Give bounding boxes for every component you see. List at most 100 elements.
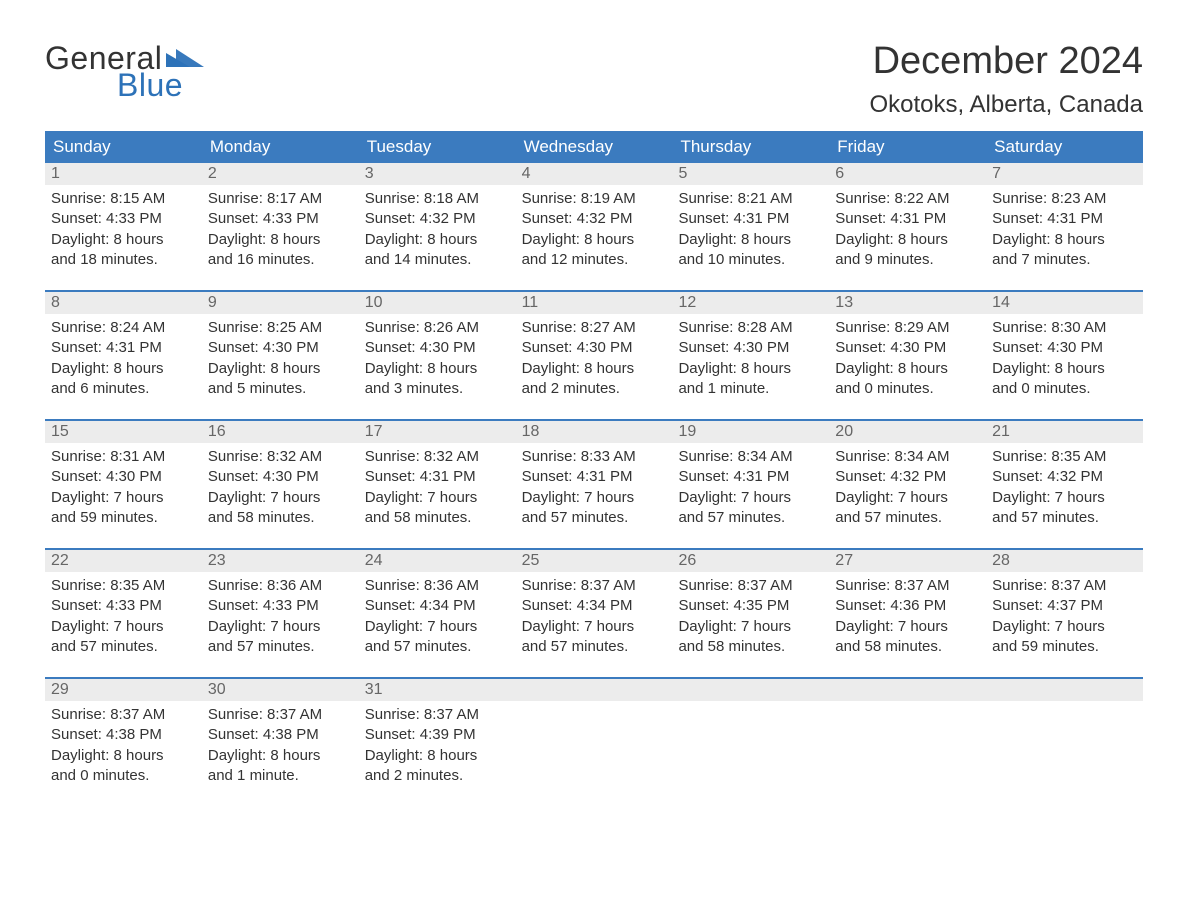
day-dl2: and 57 minutes.	[522, 508, 667, 528]
day-number: 24	[359, 550, 516, 572]
day-details: Sunrise: 8:33 AMSunset: 4:31 PMDaylight:…	[516, 443, 673, 534]
day-sunrise: Sunrise: 8:37 AM	[835, 576, 980, 596]
weekday-header: Wednesday	[516, 131, 673, 163]
day-number: 30	[202, 679, 359, 701]
day-dl2: and 59 minutes.	[992, 637, 1137, 657]
day-dl1: Daylight: 8 hours	[51, 746, 196, 766]
day-sunrise: Sunrise: 8:31 AM	[51, 447, 196, 467]
week-row: 1Sunrise: 8:15 AMSunset: 4:33 PMDaylight…	[45, 163, 1143, 276]
day-dl1: Daylight: 7 hours	[678, 488, 823, 508]
day-details: Sunrise: 8:28 AMSunset: 4:30 PMDaylight:…	[672, 314, 829, 405]
day-cell: 31Sunrise: 8:37 AMSunset: 4:39 PMDayligh…	[359, 679, 516, 792]
day-sunset: Sunset: 4:38 PM	[51, 725, 196, 745]
day-dl1: Daylight: 7 hours	[678, 617, 823, 637]
day-cell: 24Sunrise: 8:36 AMSunset: 4:34 PMDayligh…	[359, 550, 516, 663]
day-dl2: and 58 minutes.	[208, 508, 353, 528]
logo: General Blue	[45, 40, 202, 104]
day-cell: 21Sunrise: 8:35 AMSunset: 4:32 PMDayligh…	[986, 421, 1143, 534]
week-row: 15Sunrise: 8:31 AMSunset: 4:30 PMDayligh…	[45, 419, 1143, 534]
day-number: 14	[986, 292, 1143, 314]
day-cell: 8Sunrise: 8:24 AMSunset: 4:31 PMDaylight…	[45, 292, 202, 405]
day-sunset: Sunset: 4:31 PM	[992, 209, 1137, 229]
day-dl2: and 58 minutes.	[678, 637, 823, 657]
day-number	[986, 679, 1143, 701]
day-dl2: and 10 minutes.	[678, 250, 823, 270]
day-number: 27	[829, 550, 986, 572]
day-sunset: Sunset: 4:34 PM	[365, 596, 510, 616]
day-dl2: and 59 minutes.	[51, 508, 196, 528]
day-cell: 27Sunrise: 8:37 AMSunset: 4:36 PMDayligh…	[829, 550, 986, 663]
day-details: Sunrise: 8:18 AMSunset: 4:32 PMDaylight:…	[359, 185, 516, 276]
day-number: 17	[359, 421, 516, 443]
day-details: Sunrise: 8:23 AMSunset: 4:31 PMDaylight:…	[986, 185, 1143, 276]
day-dl1: Daylight: 8 hours	[678, 230, 823, 250]
day-dl2: and 0 minutes.	[992, 379, 1137, 399]
day-details: Sunrise: 8:36 AMSunset: 4:33 PMDaylight:…	[202, 572, 359, 663]
day-sunrise: Sunrise: 8:32 AM	[208, 447, 353, 467]
day-dl1: Daylight: 8 hours	[678, 359, 823, 379]
day-dl1: Daylight: 8 hours	[992, 359, 1137, 379]
day-details: Sunrise: 8:24 AMSunset: 4:31 PMDaylight:…	[45, 314, 202, 405]
day-number: 9	[202, 292, 359, 314]
day-dl2: and 57 minutes.	[992, 508, 1137, 528]
day-dl2: and 7 minutes.	[992, 250, 1137, 270]
day-details: Sunrise: 8:37 AMSunset: 4:36 PMDaylight:…	[829, 572, 986, 663]
day-sunrise: Sunrise: 8:21 AM	[678, 189, 823, 209]
day-dl1: Daylight: 8 hours	[835, 230, 980, 250]
day-cell: 12Sunrise: 8:28 AMSunset: 4:30 PMDayligh…	[672, 292, 829, 405]
day-number: 18	[516, 421, 673, 443]
day-sunrise: Sunrise: 8:37 AM	[365, 705, 510, 725]
day-dl2: and 58 minutes.	[365, 508, 510, 528]
day-number	[672, 679, 829, 701]
day-dl2: and 57 minutes.	[51, 637, 196, 657]
day-dl2: and 1 minute.	[678, 379, 823, 399]
day-details: Sunrise: 8:22 AMSunset: 4:31 PMDaylight:…	[829, 185, 986, 276]
day-sunrise: Sunrise: 8:34 AM	[835, 447, 980, 467]
day-sunrise: Sunrise: 8:33 AM	[522, 447, 667, 467]
day-cell	[829, 679, 986, 792]
day-number: 2	[202, 163, 359, 185]
day-dl1: Daylight: 7 hours	[522, 617, 667, 637]
day-sunset: Sunset: 4:30 PM	[522, 338, 667, 358]
day-cell: 29Sunrise: 8:37 AMSunset: 4:38 PMDayligh…	[45, 679, 202, 792]
day-number: 26	[672, 550, 829, 572]
day-dl1: Daylight: 8 hours	[208, 230, 353, 250]
day-sunrise: Sunrise: 8:32 AM	[365, 447, 510, 467]
day-dl1: Daylight: 7 hours	[208, 488, 353, 508]
day-sunrise: Sunrise: 8:36 AM	[365, 576, 510, 596]
day-sunrise: Sunrise: 8:34 AM	[678, 447, 823, 467]
day-cell: 23Sunrise: 8:36 AMSunset: 4:33 PMDayligh…	[202, 550, 359, 663]
day-dl1: Daylight: 8 hours	[51, 230, 196, 250]
day-number: 31	[359, 679, 516, 701]
location-label: Okotoks, Alberta, Canada	[870, 91, 1144, 119]
day-dl1: Daylight: 7 hours	[835, 488, 980, 508]
day-dl1: Daylight: 8 hours	[522, 230, 667, 250]
day-number: 13	[829, 292, 986, 314]
day-sunrise: Sunrise: 8:37 AM	[522, 576, 667, 596]
day-dl1: Daylight: 7 hours	[835, 617, 980, 637]
day-cell: 25Sunrise: 8:37 AMSunset: 4:34 PMDayligh…	[516, 550, 673, 663]
title-block: December 2024 Okotoks, Alberta, Canada	[870, 40, 1144, 119]
day-sunset: Sunset: 4:34 PM	[522, 596, 667, 616]
day-sunset: Sunset: 4:30 PM	[835, 338, 980, 358]
day-sunrise: Sunrise: 8:24 AM	[51, 318, 196, 338]
day-details: Sunrise: 8:27 AMSunset: 4:30 PMDaylight:…	[516, 314, 673, 405]
day-dl1: Daylight: 7 hours	[992, 617, 1137, 637]
day-dl2: and 5 minutes.	[208, 379, 353, 399]
day-dl2: and 9 minutes.	[835, 250, 980, 270]
day-dl2: and 2 minutes.	[365, 766, 510, 786]
day-dl2: and 14 minutes.	[365, 250, 510, 270]
day-sunrise: Sunrise: 8:25 AM	[208, 318, 353, 338]
weekday-header: Thursday	[672, 131, 829, 163]
day-number: 23	[202, 550, 359, 572]
day-details: Sunrise: 8:34 AMSunset: 4:31 PMDaylight:…	[672, 443, 829, 534]
day-sunset: Sunset: 4:30 PM	[365, 338, 510, 358]
day-cell: 11Sunrise: 8:27 AMSunset: 4:30 PMDayligh…	[516, 292, 673, 405]
day-dl1: Daylight: 8 hours	[835, 359, 980, 379]
weekday-header: Saturday	[986, 131, 1143, 163]
day-cell: 5Sunrise: 8:21 AMSunset: 4:31 PMDaylight…	[672, 163, 829, 276]
day-dl2: and 58 minutes.	[835, 637, 980, 657]
day-dl1: Daylight: 8 hours	[365, 230, 510, 250]
day-details: Sunrise: 8:36 AMSunset: 4:34 PMDaylight:…	[359, 572, 516, 663]
day-sunset: Sunset: 4:31 PM	[522, 467, 667, 487]
